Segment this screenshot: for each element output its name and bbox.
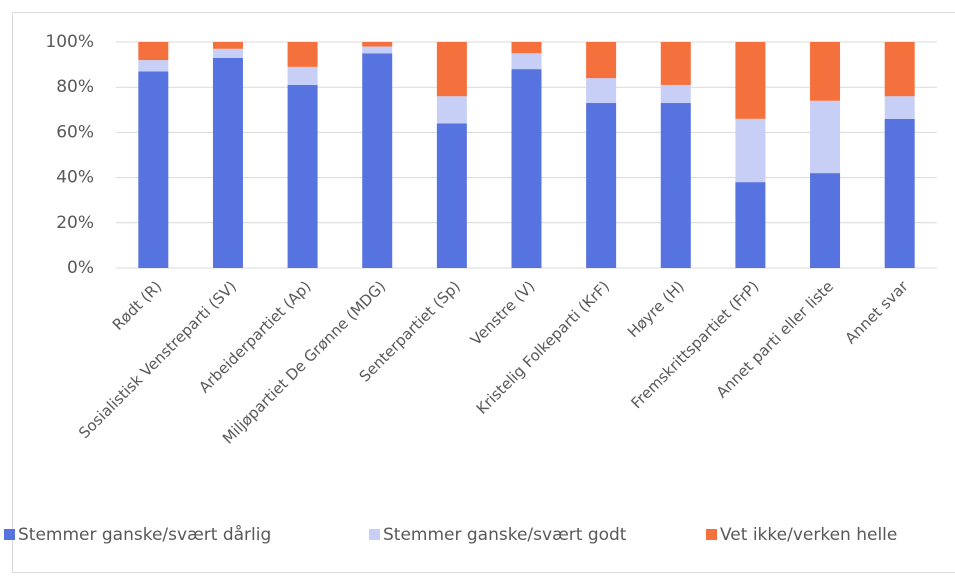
bar-segment bbox=[212, 42, 243, 49]
bar-segment bbox=[660, 103, 691, 269]
legend-swatch bbox=[369, 529, 380, 540]
bar-segment bbox=[362, 42, 393, 47]
bar-segment bbox=[810, 100, 841, 174]
bar-segment bbox=[511, 69, 542, 269]
legend-swatch bbox=[706, 529, 717, 540]
y-tick-label: 80% bbox=[56, 77, 94, 97]
bar-segment bbox=[810, 42, 841, 101]
bar-segment bbox=[212, 48, 243, 58]
bar-segment bbox=[436, 42, 467, 97]
legend-label: Stemmer ganske/svært dårlig bbox=[18, 524, 271, 545]
bar-segment bbox=[586, 42, 617, 79]
legend-swatch bbox=[4, 529, 15, 540]
y-tick-label: 100% bbox=[45, 32, 94, 52]
bar-segment bbox=[735, 182, 766, 268]
y-tick-label: 0% bbox=[67, 258, 94, 278]
bar-segment bbox=[735, 42, 766, 119]
bar-segment bbox=[436, 96, 467, 124]
bar-segment bbox=[660, 42, 691, 85]
y-tick-label: 60% bbox=[56, 122, 94, 142]
bar-segment bbox=[138, 42, 169, 61]
bar-segment bbox=[660, 84, 691, 104]
bar-segment bbox=[138, 60, 169, 72]
legend-label: Vet ikke/verken helle bbox=[720, 525, 897, 545]
bar-segment bbox=[138, 71, 169, 268]
bar-segment bbox=[287, 84, 318, 268]
bar-segment bbox=[511, 42, 542, 54]
bar-segment bbox=[287, 66, 318, 85]
bar-segment bbox=[884, 96, 915, 119]
bar-segment bbox=[884, 118, 915, 268]
bar-segment bbox=[436, 123, 467, 268]
legend-label: Stemmer ganske/svært godt bbox=[383, 525, 627, 545]
bar-segment bbox=[810, 173, 841, 268]
bar-segment bbox=[362, 46, 393, 54]
bar-segment bbox=[362, 53, 393, 268]
bar-segment bbox=[586, 78, 617, 104]
bar-segment bbox=[287, 42, 318, 67]
bar-segment bbox=[735, 118, 766, 183]
bar-segment bbox=[212, 57, 243, 268]
bar-segment bbox=[586, 103, 617, 269]
chart-frame bbox=[12, 12, 955, 573]
bar-segment bbox=[884, 42, 915, 97]
y-tick-label: 20% bbox=[56, 213, 94, 233]
bar-segment bbox=[511, 53, 542, 70]
y-tick-label: 40% bbox=[56, 168, 94, 188]
